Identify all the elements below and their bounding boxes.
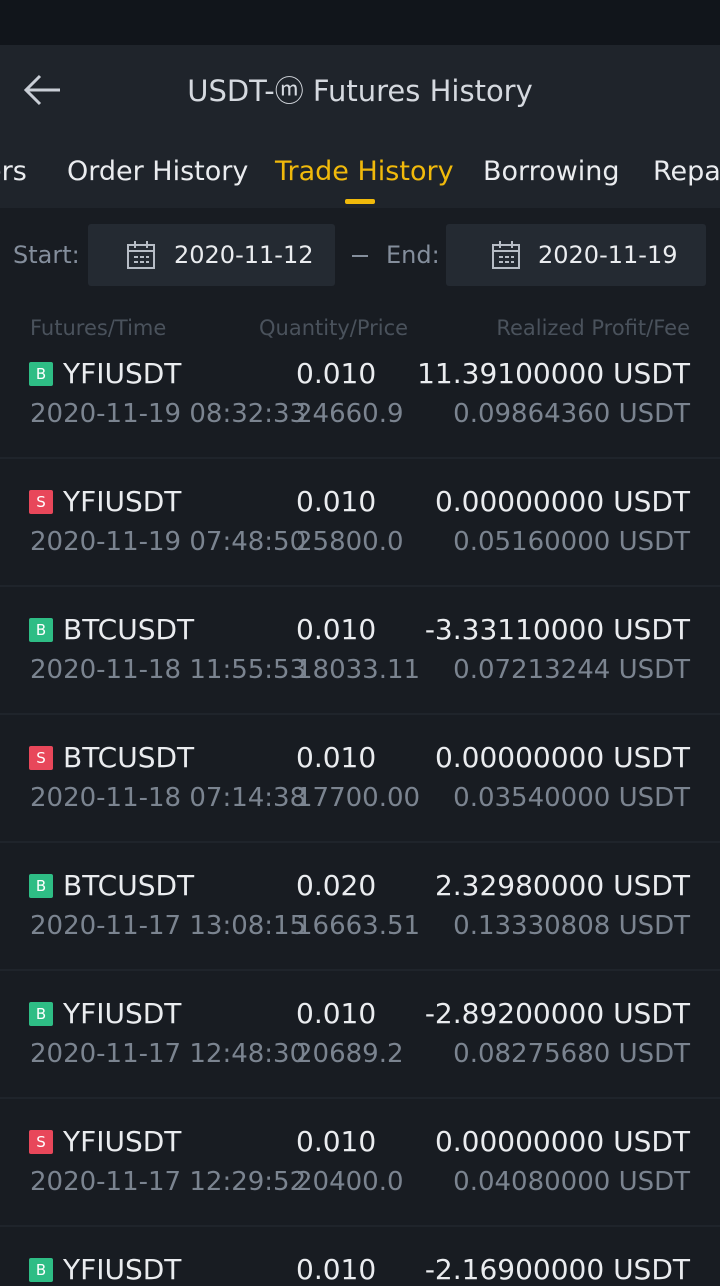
tab[interactable]: ers: [0, 156, 27, 187]
symbol: BTCUSDT: [63, 869, 195, 902]
price: 24660.9: [296, 399, 404, 429]
row-divider: [0, 457, 720, 459]
price: 16663.51: [296, 911, 421, 941]
fee: 0.04080000 USDT: [453, 1167, 690, 1197]
trade-time: 2020-11-19 08:32:33: [30, 399, 307, 429]
fee: 0.03540000 USDT: [453, 783, 690, 813]
range-separator: [352, 255, 368, 257]
calendar-icon: [127, 241, 155, 269]
page-title: USDT-ⓜ Futures History: [187, 74, 533, 108]
quantity: 0.010: [296, 1125, 377, 1158]
quantity: 0.020: [296, 869, 377, 902]
trade-time: 2020-11-17 13:08:15: [30, 911, 307, 941]
realized-profit: 11.39100000 USDT: [417, 357, 690, 390]
trade-time: 2020-11-18 07:14:38: [30, 783, 307, 813]
quantity: 0.010: [296, 357, 377, 390]
side-badge: S: [29, 490, 53, 514]
tab[interactable]: Trade History: [275, 156, 454, 187]
side-badge: B: [29, 1258, 53, 1282]
trade-time: 2020-11-19 07:48:50: [30, 527, 307, 557]
quantity: 0.010: [296, 741, 377, 774]
realized-profit: -2.89200000 USDT: [424, 997, 690, 1030]
start-date: 2020-11-12: [174, 241, 314, 269]
fee: 0.05160000 USDT: [453, 527, 690, 557]
end-label: End:: [386, 241, 440, 269]
price: 17700.00: [296, 783, 421, 813]
row-divider: [0, 713, 720, 715]
quantity: 0.010: [296, 613, 377, 646]
quantity: 0.010: [296, 1253, 377, 1286]
end-date-picker[interactable]: 2020-11-19: [446, 224, 706, 286]
fee: 0.08275680 USDT: [453, 1039, 690, 1069]
header: USDT-ⓜ Futures History ers Order History T…: [0, 45, 720, 208]
price: 20400.0: [296, 1167, 404, 1197]
symbol: YFIUSDT: [63, 1125, 182, 1158]
side-badge: B: [29, 874, 53, 898]
calendar-icon: [492, 241, 520, 269]
realized-profit: 0.00000000 USDT: [434, 485, 690, 518]
symbol: BTCUSDT: [63, 741, 195, 774]
symbol: BTCUSDT: [63, 613, 195, 646]
realized-profit: -2.16900000 USDT: [424, 1253, 690, 1286]
symbol: YFIUSDT: [63, 485, 182, 518]
fee: 0.13330808 USDT: [453, 911, 690, 941]
back-button[interactable]: [20, 72, 64, 108]
tab[interactable]: Order History: [67, 156, 249, 187]
row-divider: [0, 841, 720, 843]
side-badge: B: [29, 618, 53, 642]
quantity: 0.010: [296, 485, 377, 518]
symbol: YFIUSDT: [63, 1253, 182, 1286]
side-badge: S: [29, 1130, 53, 1154]
side-badge: S: [29, 746, 53, 770]
start-date-picker[interactable]: 2020-11-12: [88, 224, 335, 286]
trade-time: 2020-11-18 11:55:53: [30, 655, 307, 685]
symbol: YFIUSDT: [63, 997, 182, 1030]
tab[interactable]: Borrowing: [483, 156, 620, 187]
tab[interactable]: Repay: [653, 156, 720, 187]
row-divider: [0, 585, 720, 587]
row-divider: [0, 1097, 720, 1099]
trade-time: 2020-11-17 12:29:52: [30, 1167, 307, 1197]
row-divider: [0, 969, 720, 971]
start-label: Start:: [13, 241, 80, 269]
price: 25800.0: [296, 527, 404, 557]
symbol: YFIUSDT: [63, 357, 182, 390]
status-bar: [0, 0, 720, 45]
column-header: Quantity/Price: [259, 316, 409, 340]
tab-indicator: [345, 199, 375, 204]
column-header: Realized Profit/Fee: [496, 316, 690, 340]
fee: 0.07213244 USDT: [453, 655, 690, 685]
fee: 0.09864360 USDT: [453, 399, 690, 429]
price: 18033.11: [296, 655, 421, 685]
quantity: 0.010: [296, 997, 377, 1030]
realized-profit: 2.32980000 USDT: [434, 869, 690, 902]
side-badge: B: [29, 362, 53, 386]
row-divider: [0, 1225, 720, 1227]
price: 20689.2: [296, 1039, 404, 1069]
column-header: Futures/Time: [30, 316, 167, 340]
realized-profit: -3.33110000 USDT: [424, 613, 690, 646]
trade-time: 2020-11-17 12:48:30: [30, 1039, 307, 1069]
side-badge: B: [29, 1002, 53, 1026]
end-date: 2020-11-19: [538, 241, 678, 269]
realized-profit: 0.00000000 USDT: [434, 741, 690, 774]
realized-profit: 0.00000000 USDT: [434, 1125, 690, 1158]
